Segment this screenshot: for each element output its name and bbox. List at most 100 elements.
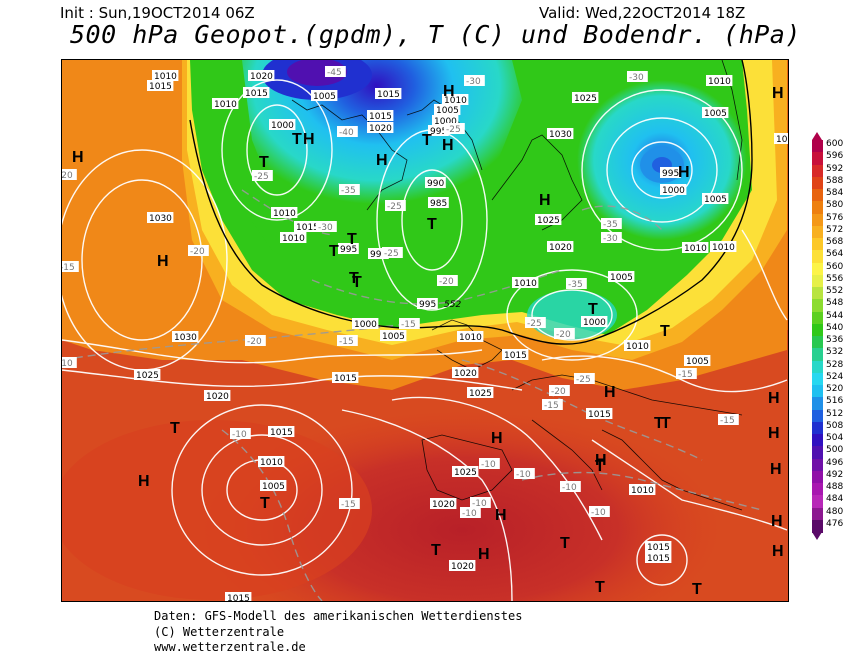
svg-text:1005: 1005 bbox=[704, 109, 727, 119]
isotherm-label: -15 bbox=[676, 368, 697, 380]
svg-text:1010: 1010 bbox=[712, 243, 735, 253]
svg-text:1010: 1010 bbox=[459, 333, 482, 343]
colorbar-swatch bbox=[812, 238, 823, 251]
svg-text:-25: -25 bbox=[527, 319, 542, 329]
svg-text:-40: -40 bbox=[339, 128, 354, 138]
isobar-label: 1010 bbox=[457, 331, 484, 343]
svg-text:1005: 1005 bbox=[313, 92, 336, 102]
svg-text:990: 990 bbox=[370, 250, 387, 260]
colorbar-swatch bbox=[812, 397, 823, 410]
low-pressure-marker: T bbox=[352, 274, 362, 291]
isobar-label: 1010 bbox=[512, 277, 539, 289]
high-pressure-marker: H bbox=[495, 507, 507, 524]
colorbar-label: 556 bbox=[826, 273, 844, 284]
high-pressure-marker: H bbox=[376, 152, 388, 169]
svg-text:1015: 1015 bbox=[149, 82, 172, 92]
colorbar-label: 596 bbox=[826, 151, 844, 162]
isotherm-label: -20 bbox=[554, 328, 575, 340]
isotherm-label: -10 bbox=[560, 481, 581, 493]
isotherm-label: -35 bbox=[601, 218, 622, 230]
high-pressure-marker: H bbox=[770, 461, 782, 478]
isobar-label: 1015 bbox=[367, 110, 394, 122]
svg-text:-25: -25 bbox=[387, 202, 402, 212]
low-pressure-marker: T bbox=[260, 495, 270, 512]
high-pressure-marker: H bbox=[539, 192, 551, 209]
colorbar-label: 532 bbox=[826, 347, 844, 358]
svg-text:-15: -15 bbox=[62, 263, 75, 273]
colorbar-label: 584 bbox=[826, 188, 844, 198]
high-pressure-marker: H bbox=[138, 473, 150, 490]
isobar-label: 990 bbox=[425, 177, 446, 189]
svg-text:-35: -35 bbox=[341, 186, 356, 196]
svg-text:985: 985 bbox=[430, 199, 447, 209]
isobar-label: 1020 bbox=[248, 70, 275, 82]
isobar-label: 1015 bbox=[645, 552, 672, 564]
colorbar-swatch bbox=[812, 164, 823, 178]
isobar-label: 1025 bbox=[452, 466, 479, 478]
colorbar-label: 504 bbox=[826, 433, 844, 443]
colorbar-label: 528 bbox=[826, 359, 844, 370]
colorbar-swatch bbox=[812, 213, 823, 227]
svg-text:1005: 1005 bbox=[704, 195, 727, 205]
isotherm-label: -20 bbox=[437, 275, 458, 287]
isotherm-label: -20 bbox=[549, 385, 570, 397]
svg-text:-15: -15 bbox=[544, 401, 559, 411]
svg-text:-20: -20 bbox=[556, 330, 571, 340]
high-pressure-marker: H bbox=[443, 83, 455, 100]
isobar-label: 1000 bbox=[352, 318, 379, 330]
isotherm-label: -10 bbox=[514, 468, 535, 480]
svg-text:-25: -25 bbox=[254, 172, 269, 182]
isotherm-label: -10 bbox=[230, 428, 251, 440]
colorbar-swatch bbox=[812, 495, 823, 508]
low-pressure-marker: T bbox=[170, 420, 180, 437]
colorbar-label: 540 bbox=[826, 322, 844, 333]
isobar-label: 1010 bbox=[280, 232, 307, 244]
low-pressure-marker: T bbox=[329, 243, 339, 260]
isobar-label: 1000 bbox=[432, 115, 459, 127]
isotherm-label: -30 bbox=[464, 75, 485, 87]
colorbar-label: 600 bbox=[826, 139, 844, 149]
svg-text:1020: 1020 bbox=[206, 392, 229, 402]
high-pressure-marker: H bbox=[768, 425, 780, 442]
svg-text:1015: 1015 bbox=[334, 374, 357, 384]
svg-text:1000: 1000 bbox=[583, 318, 606, 328]
isobar-label: 1015 bbox=[502, 349, 529, 361]
svg-text:-35: -35 bbox=[603, 220, 618, 230]
isobar-label: 1010 bbox=[682, 242, 709, 254]
isobar-label: 1005 bbox=[702, 107, 729, 119]
isobar-label: 1005 bbox=[380, 330, 407, 342]
isotherm-label: -25 bbox=[252, 170, 273, 182]
svg-text:-15: -15 bbox=[401, 320, 416, 330]
colorbar-label: 536 bbox=[826, 335, 844, 345]
low-pressure-marker: T bbox=[660, 323, 670, 340]
isobar-label: 1020 bbox=[430, 498, 457, 510]
weather-map: 1010 1015 1020 1015 1010 1005 1000 1015 1015 1020… bbox=[61, 59, 789, 602]
isobar-label: 995 bbox=[660, 167, 681, 179]
contour-label: 552 bbox=[444, 300, 461, 310]
svg-text:1015: 1015 bbox=[296, 223, 319, 233]
colorbar-swatch bbox=[812, 250, 823, 263]
low-pressure-marker: T bbox=[692, 581, 702, 598]
isobar-label: 1000 bbox=[581, 316, 608, 328]
svg-text:-30: -30 bbox=[318, 223, 333, 233]
isotherm-label: -25 bbox=[444, 123, 465, 135]
svg-text:1015: 1015 bbox=[647, 554, 670, 564]
svg-text:-45: -45 bbox=[327, 68, 342, 78]
isobar-label: 1010 bbox=[271, 207, 298, 219]
isobar-label: 1010 bbox=[706, 75, 733, 87]
colorbar-label: 484 bbox=[826, 494, 844, 505]
svg-text:1025: 1025 bbox=[469, 389, 492, 399]
low-pressure-marker: T bbox=[292, 131, 302, 148]
svg-text:-10: -10 bbox=[232, 430, 247, 440]
isobar-label: 1005 bbox=[260, 480, 287, 492]
low-pressure-marker: T bbox=[588, 301, 598, 318]
low-pressure-marker: T bbox=[661, 415, 671, 432]
colorbar-label: 488 bbox=[826, 482, 844, 492]
svg-text:-10: -10 bbox=[516, 470, 531, 480]
isobar-label: 1025 bbox=[467, 387, 494, 399]
svg-text:-10: -10 bbox=[462, 509, 477, 519]
isotherm-label: -25 bbox=[385, 200, 406, 212]
isotherm-label: -20 bbox=[62, 169, 77, 181]
high-pressure-marker: H bbox=[595, 452, 607, 469]
svg-text:995: 995 bbox=[340, 245, 357, 255]
